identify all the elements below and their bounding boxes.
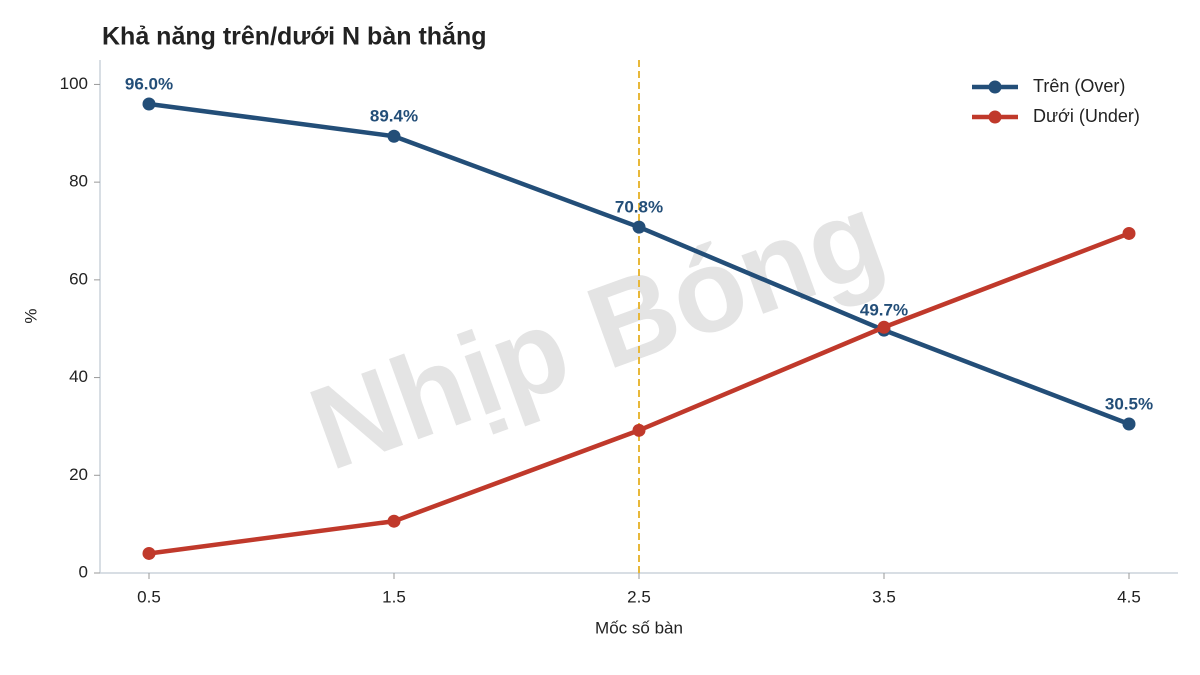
point [142,97,156,111]
point [877,320,891,334]
point [632,423,646,437]
y-tick-label: 80 [69,172,88,191]
data-label: 70.8% [615,198,663,217]
data-label: 89.4% [370,107,418,126]
chart-title: Khả năng trên/dưới N bàn thắng [102,21,487,51]
data-label: 96.0% [125,74,173,93]
x-tick-label: 0.5 [137,587,161,606]
y-tick-label: 0 [79,562,88,581]
y-tick-label: 40 [69,367,88,386]
legend-marker [988,80,1002,94]
data-label: 49.7% [860,301,908,320]
point [387,514,401,528]
y-tick-label: 60 [69,269,88,288]
x-tick-label: 3.5 [872,587,896,606]
point [1122,226,1136,240]
data-label: 30.5% [1105,394,1153,413]
x-tick-label: 2.5 [627,587,651,606]
y-tick-label: 100 [60,74,88,93]
point [142,546,156,560]
point [387,129,401,143]
x-tick-label: 1.5 [382,587,406,606]
point [632,220,646,234]
x-tick-label: 4.5 [1117,587,1141,606]
y-tick-label: 20 [69,465,88,484]
legend-label: Dưới (Under) [1033,106,1140,126]
legend-marker [988,110,1002,124]
point [1122,417,1136,431]
y-axis-label: % [21,308,40,323]
legend-label: Trên (Over) [1033,76,1125,96]
x-axis-label: Mốc số bàn [595,618,683,637]
